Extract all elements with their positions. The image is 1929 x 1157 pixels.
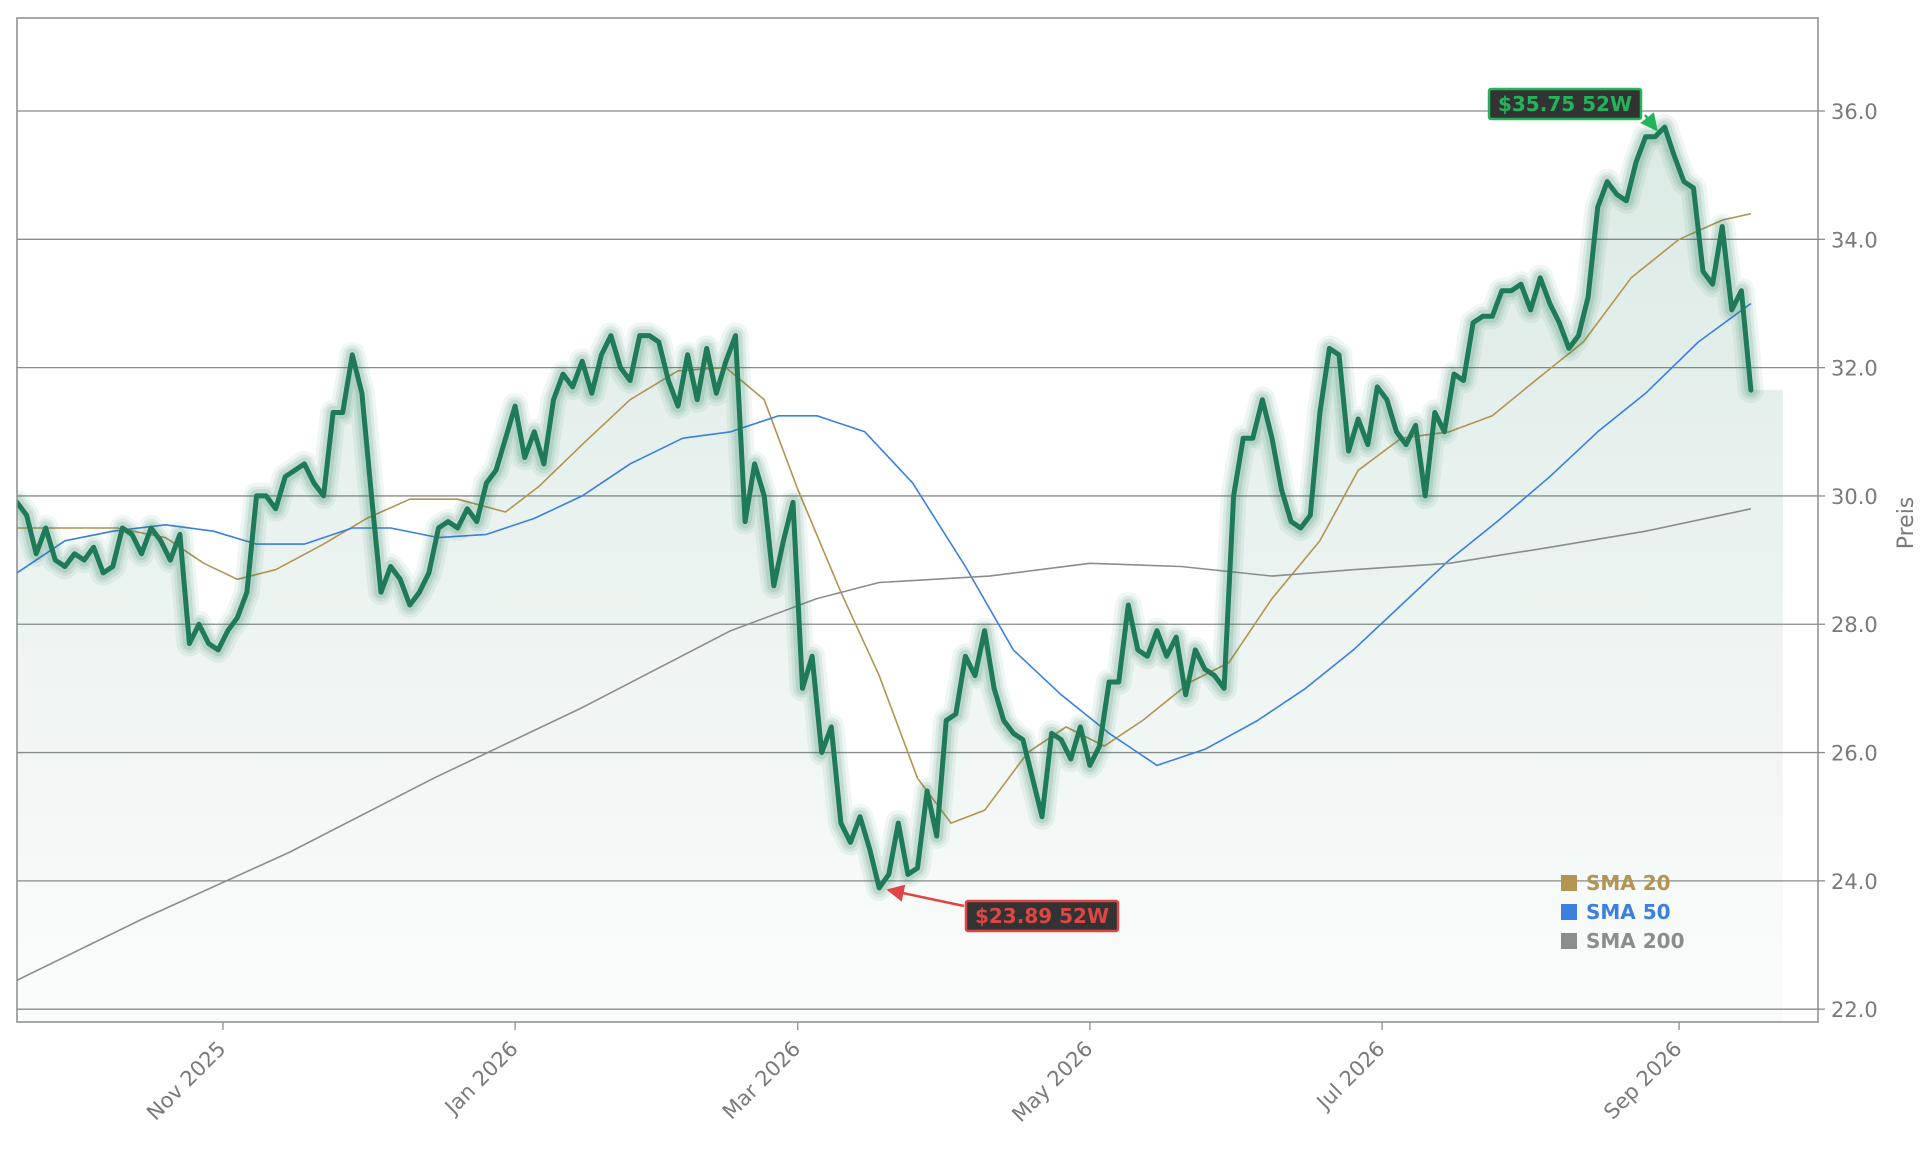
legend-swatch [1561, 875, 1577, 891]
y-axis-label: Preis [1894, 497, 1919, 550]
x-tick-label: Jul 2026 [1311, 1037, 1390, 1116]
legend-swatch [1561, 904, 1577, 920]
y-tick-label: 36.0 [1831, 100, 1878, 124]
price-area-fill [17, 127, 1783, 1022]
legend-label: SMA 200 [1586, 929, 1685, 953]
y-tick-label: 30.0 [1831, 485, 1878, 509]
sma-line-sma20 [17, 212, 1752, 824]
annotation-52w-low: $23.89 52W [886, 884, 1120, 933]
y-axis-ticks: 22.0 24.0 26.0 28.0 30.0 32.0 34.0 36.0 [1818, 100, 1878, 1022]
x-tick-label: Sep 2026 [1599, 1037, 1686, 1124]
sma-line-sma50 [17, 302, 1752, 767]
legend: SMA 20 SMA 50 SMA 200 [1561, 871, 1685, 953]
x-tick-label: Jan 2026 [439, 1037, 523, 1121]
legend-label: SMA 50 [1586, 900, 1671, 924]
price-line [17, 124, 1754, 891]
annotation-arrow [1640, 112, 1658, 132]
plot-frame [16, 17, 1819, 1023]
x-tick-label: Nov 2025 [142, 1037, 230, 1125]
y-tick-label: 34.0 [1831, 228, 1878, 252]
x-axis-ticks: Nov 2025 Jan 2026 Mar 2026 May 2026 Jul 2026… [142, 1022, 1687, 1127]
annotation-label: $35.75 52W [1498, 92, 1632, 116]
annotation-box [1487, 87, 1643, 121]
annotation-arrow [886, 884, 965, 908]
y-tick-label: 24.0 [1831, 870, 1878, 894]
x-tick-label: Mar 2026 [718, 1037, 806, 1125]
annotation-box [964, 899, 1120, 933]
x-tick-label: May 2026 [1007, 1037, 1097, 1127]
annotation-52w-high: $35.75 52W [1487, 87, 1658, 132]
plot-area [17, 114, 1783, 1022]
sma-line-sma200 [17, 508, 1752, 982]
y-tick-label: 26.0 [1831, 742, 1878, 766]
annotation-label: $23.89 52W [975, 904, 1109, 928]
y-tick-label: 22.0 [1831, 998, 1878, 1022]
legend-label: SMA 20 [1586, 871, 1671, 895]
y-tick-label: 32.0 [1831, 357, 1878, 381]
y-tick-label: 28.0 [1831, 613, 1878, 637]
legend-swatch [1561, 933, 1577, 949]
